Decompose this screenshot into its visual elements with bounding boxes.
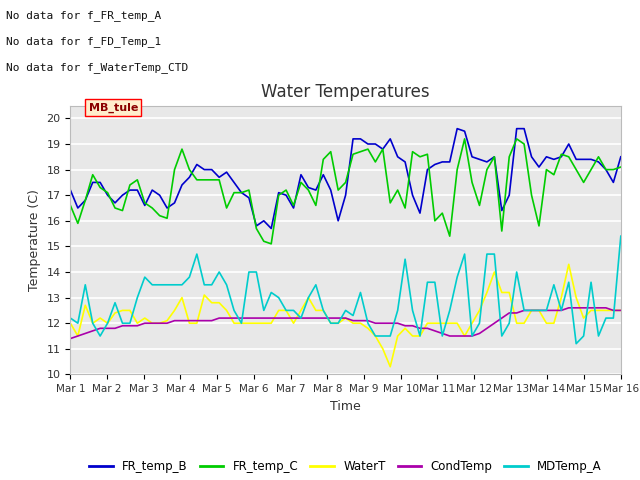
Text: MB_tule: MB_tule (89, 103, 138, 113)
X-axis label: Time: Time (330, 400, 361, 413)
Text: No data for f_FD_Temp_1: No data for f_FD_Temp_1 (6, 36, 162, 47)
Text: No data for f_FR_temp_A: No data for f_FR_temp_A (6, 10, 162, 21)
Y-axis label: Temperature (C): Temperature (C) (28, 189, 41, 291)
Text: No data for f_WaterTemp_CTD: No data for f_WaterTemp_CTD (6, 62, 189, 73)
Legend: FR_temp_B, FR_temp_C, WaterT, CondTemp, MDTemp_A: FR_temp_B, FR_temp_C, WaterT, CondTemp, … (84, 456, 607, 478)
Title: Water Temperatures: Water Temperatures (261, 83, 430, 101)
